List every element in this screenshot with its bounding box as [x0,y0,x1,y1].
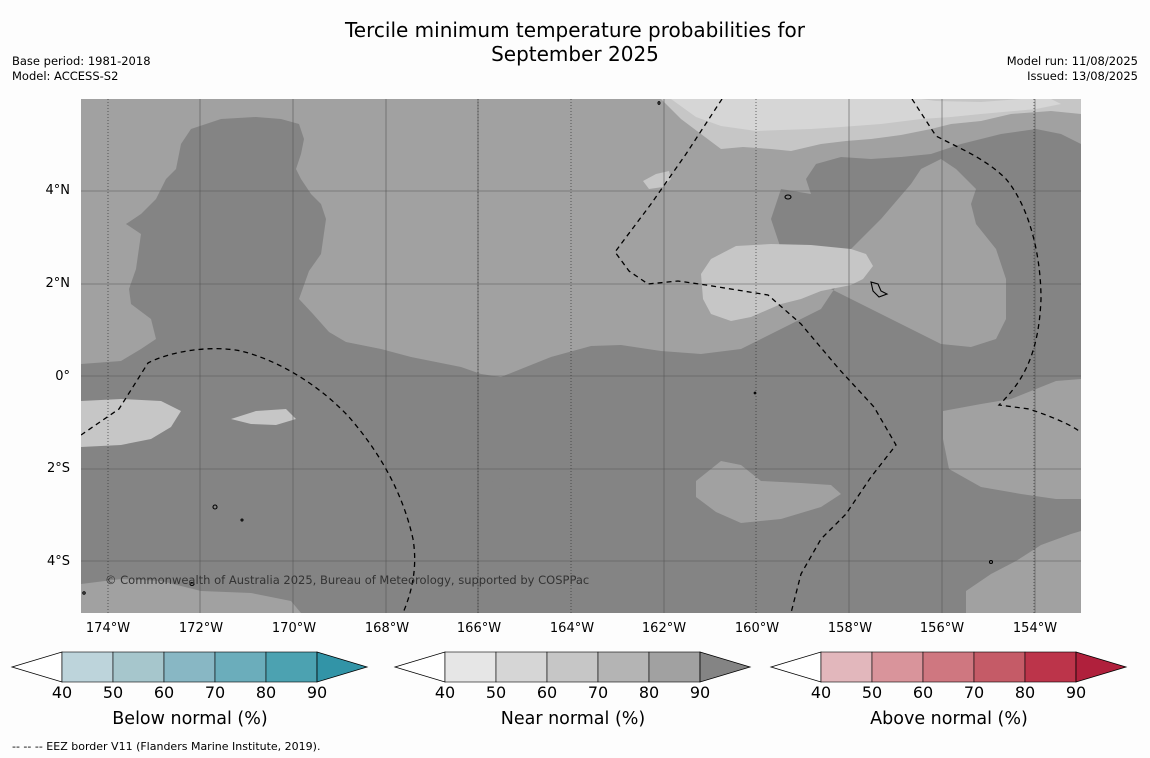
lon-tick-label: 166°W [456,621,502,636]
colorbar-tick-label: 80 [638,683,660,702]
colorbar-extend-high [699,651,752,683]
lon-tick-label: 170°W [271,621,317,636]
colorbar-swatch [265,651,318,683]
title-line-2: September 2025 [491,42,659,66]
lon-tick-label: 172°W [178,621,224,636]
colorbar-swatch [648,651,701,683]
colorbar-extend-low [769,651,822,683]
colorbar-swatch [820,651,873,683]
colorbar-tick-label: 60 [153,683,175,702]
eez-borders [81,99,1080,613]
lon-tick-label: 154°W [1012,621,1058,636]
region-near-80-north [81,99,1081,377]
colorbar-title: Near normal (%) [500,709,646,729]
lon-tick-label: 160°W [734,621,780,636]
lat-tick-label: 4°N [45,183,71,198]
lon-tick-label: 174°W [85,621,131,636]
lon-tick-label: 156°W [919,621,965,636]
lat-tick-label: 2°N [45,276,71,291]
region-near-80-bottom-left [81,579,301,613]
title-line-1: Tercile minimum temperature probabilitie… [344,18,806,42]
colorbar-above-swatches [769,651,1128,683]
map-canvas [81,99,1081,613]
map-title: Tercile minimum temperature probabilitie… [0,18,1150,66]
colorbar-extend-low [393,651,446,683]
colorbar-tick-label: 70 [587,683,609,702]
lat-tick-label: 0° [55,369,70,384]
islands [82,101,994,595]
colorbar-swatch [495,651,548,683]
colorbar-above-normal: Above normal (%) 40 50 60 70 80 90 [769,650,1129,740]
colorbar-tick-label: 60 [536,683,558,702]
colorbar-tick-label: 40 [434,683,456,702]
colorbar-swatch [871,651,924,683]
colorbar-title: Below normal (%) [112,709,268,729]
colorbar-tick-label: 90 [689,683,711,702]
colorbar-tick-label: 70 [963,683,985,702]
lon-tick-label: 168°W [364,621,410,636]
colorbar-swatch [546,651,599,683]
colorbar-title: Above normal (%) [870,709,1028,729]
lon-tick-label: 162°W [641,621,687,636]
colorbar-extend-high [316,651,369,683]
colorbar-swatch [1024,651,1077,683]
lon-tick-label: 158°W [827,621,873,636]
colorbar-swatch [973,651,1026,683]
lon-tick-label: 164°W [549,621,595,636]
colorbar-tick-label: 70 [204,683,226,702]
base-period-info: Base period: 1981-2018 Model: ACCESS-S2 [12,54,151,84]
region-near-70-west [81,399,181,447]
base-period: Base period: 1981-2018 [12,54,151,68]
issued-date: Issued: 13/08/2025 [1027,69,1138,83]
colorbar-tick-label: 50 [485,683,507,702]
eez-footnote: -- -- -- EEZ border V11 (Flanders Marine… [12,740,321,753]
copyright-notice: © Commonwealth of Australia 2025, Bureau… [105,573,590,587]
colorbar-swatch [163,651,216,683]
colorbar-near-swatches [393,651,752,683]
colorbar-near-normal: Near normal (%) 40 50 60 70 80 90 [393,650,753,740]
model-name: Model: ACCESS-S2 [12,69,119,83]
lat-tick-label: 4°S [46,554,70,569]
lon-gridlines [199,99,1036,613]
run-info: Model run: 11/08/2025 Issued: 13/08/2025 [1007,54,1138,84]
colorbar-tick-label: 60 [912,683,934,702]
colorbar-tick-label: 80 [255,683,277,702]
region-near-70-west-small [231,409,296,425]
colorbar-tick-label: 90 [1065,683,1087,702]
colorbar-tick-label: 90 [306,683,328,702]
probability-map [81,99,1081,613]
colorbar-swatch [444,651,497,683]
colorbar-below-swatches [10,651,369,683]
lat-gridlines [81,190,1081,562]
region-near-80-bottom-right [966,531,1081,613]
colorbar-swatch [112,651,165,683]
colorbar-extend-high [1075,651,1128,683]
region-near-80-south-center [696,461,841,523]
region-near-70-center [701,244,873,321]
colorbar-extend-low [10,651,63,683]
colorbar-tick-label: 80 [1014,683,1036,702]
colorbar-swatch [597,651,650,683]
colorbar-tick-label: 40 [51,683,73,702]
colorbar-swatch [214,651,267,683]
colorbar-tick-label: 40 [810,683,832,702]
region-near-60-north [671,99,1061,131]
colorbar-tick-label: 50 [861,683,883,702]
model-run: Model run: 11/08/2025 [1006,54,1138,68]
colorbar-tick-label: 50 [102,683,124,702]
colorbar-swatch [61,651,114,683]
colorbar-swatch [922,651,975,683]
colorbar-below-normal: Below normal (%) 40 50 60 70 80 90 [10,650,370,740]
lat-tick-label: 2°S [46,461,70,476]
